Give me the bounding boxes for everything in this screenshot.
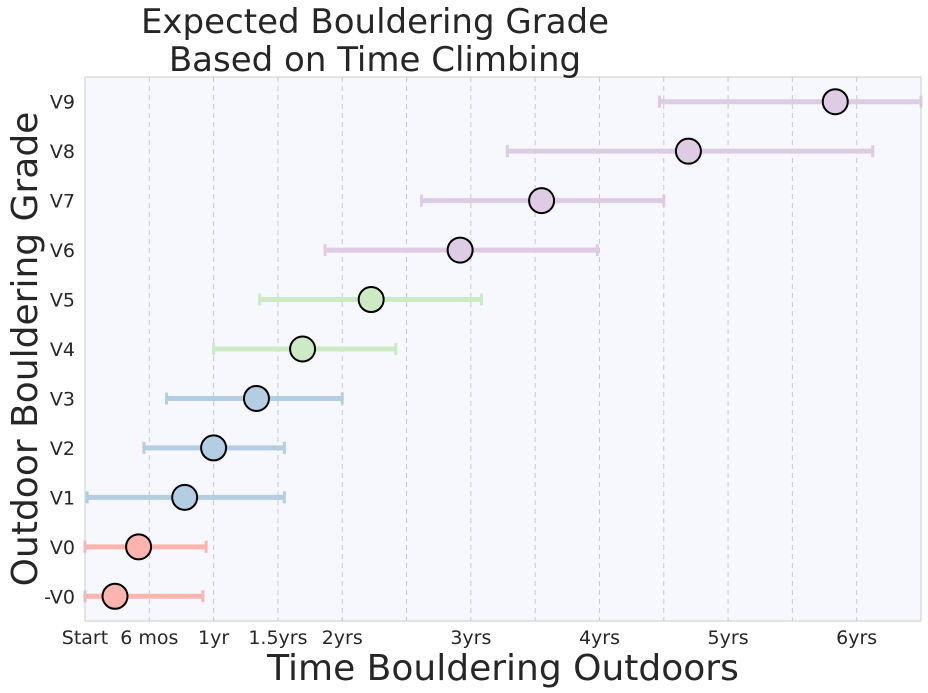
y-tick-label: V6 (50, 240, 75, 262)
x-axis-label: Time Bouldering Outdoors (266, 648, 739, 689)
x-tick-label: Start (62, 627, 108, 649)
x-tick-label: 5yrs (708, 627, 749, 649)
data-point--V0 (101, 582, 129, 610)
y-tick-label: V8 (50, 141, 75, 163)
y-tick-label: V4 (50, 339, 75, 361)
x-tick-label: 2yrs (322, 627, 363, 649)
y-tick-label: V5 (50, 290, 75, 312)
chart-title-line-2: Based on Time Climbing (169, 40, 581, 80)
y-tick-label: -V0 (44, 586, 75, 608)
data-point-V9 (821, 88, 849, 116)
plot-area-background (85, 77, 921, 621)
y-tick-label: V7 (50, 191, 75, 213)
y-tick-labels: -V0 V0 V1 V2 V3 V4 V5 V6 V7 V8 V9 (44, 92, 75, 609)
data-point-V5 (357, 286, 385, 314)
y-tick-label: V0 (50, 537, 75, 559)
data-point-V6 (446, 236, 474, 264)
data-point-V3 (242, 384, 270, 412)
y-tick-label: V9 (50, 92, 75, 114)
data-point-V4 (289, 335, 317, 363)
y-axis-label: Outdoor Bouldering Grade (5, 112, 46, 587)
data-point-V8 (674, 137, 702, 165)
y-tick-label: V2 (50, 438, 75, 460)
data-points (101, 88, 849, 610)
y-tick-label: V3 (50, 388, 75, 410)
x-tick-label: 3yrs (450, 627, 491, 649)
data-point-V7 (528, 187, 556, 215)
x-tick-label: 6 mos (120, 627, 178, 649)
x-tick-label: 6yrs (836, 627, 877, 649)
x-tick-label: 1.5yrs (248, 627, 307, 649)
data-point-V1 (171, 483, 199, 511)
data-point-V2 (200, 434, 228, 462)
data-point-V0 (125, 533, 153, 561)
x-tick-labels: Start 6 mos 1yr 1.5yrs 2yrs 3yrs 4yrs 5yrs 6yrs (62, 627, 877, 649)
chart-title-line-1: Expected Bouldering Grade (141, 2, 609, 42)
y-tick-label: V1 (50, 487, 75, 509)
x-tick-label: 4yrs (579, 627, 620, 649)
x-tick-label: 1yr (198, 627, 229, 649)
plot-area-border (84, 76, 922, 622)
